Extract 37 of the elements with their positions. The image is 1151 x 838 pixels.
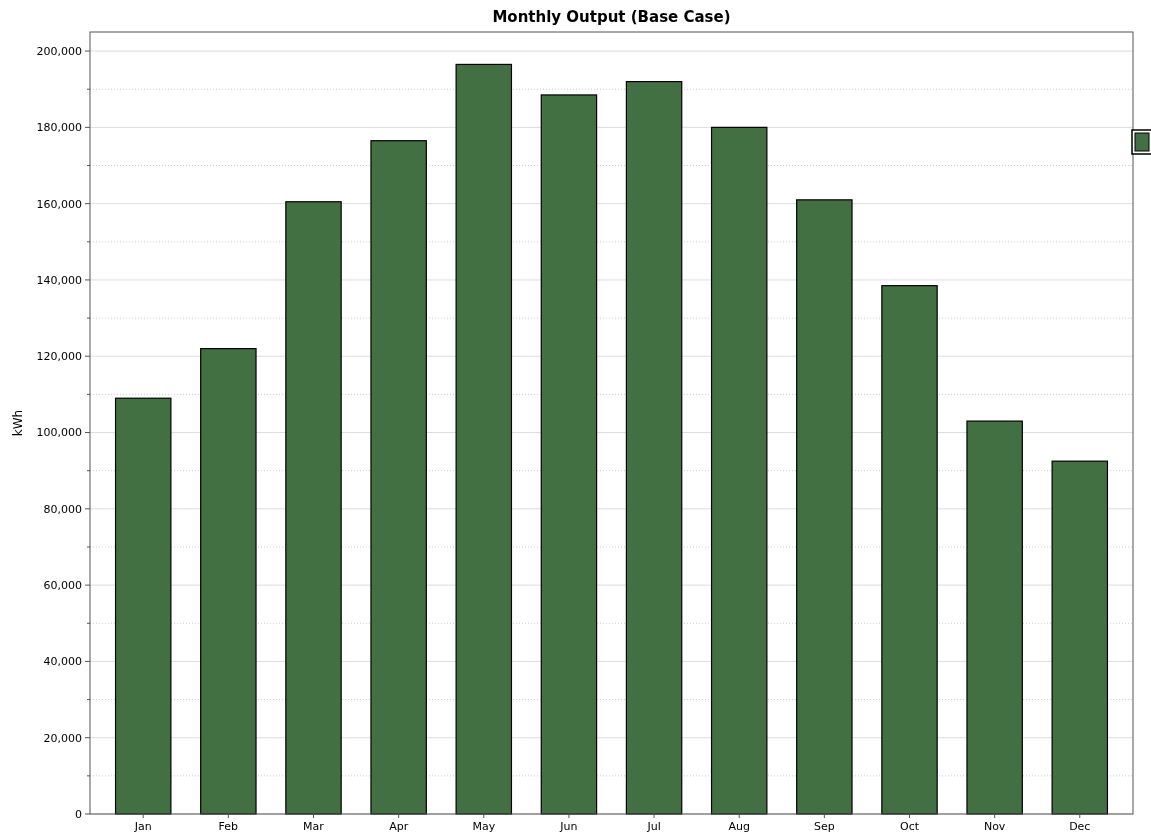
- bar: [881, 285, 938, 815]
- y-tick-label: 140,000: [36, 273, 82, 287]
- bar: [285, 201, 342, 815]
- y-tick-label: 120,000: [36, 350, 82, 364]
- bar: [966, 420, 1023, 815]
- bar: [455, 63, 513, 815]
- bar: [114, 397, 172, 815]
- bar: [796, 199, 853, 815]
- x-tick-label: Jul: [646, 820, 661, 833]
- x-tick-label: May: [472, 820, 496, 833]
- y-tick-label: 100,000: [36, 426, 82, 440]
- y-tick-label: 180,000: [36, 121, 82, 135]
- bar: [1051, 460, 1109, 815]
- y-tick-label: 20,000: [43, 731, 82, 745]
- bar: [370, 140, 427, 815]
- y-tick-label: 160,000: [36, 197, 82, 211]
- y-tick-label: 200,000: [36, 44, 82, 58]
- y-axis-title: kWh: [11, 409, 25, 437]
- x-tick-label: Nov: [983, 820, 1006, 833]
- y-tick-label: 0: [75, 807, 82, 821]
- bar: [540, 94, 598, 815]
- y-tick-label: 80,000: [43, 502, 82, 516]
- x-tick-label: Apr: [389, 820, 409, 833]
- bar: [200, 348, 257, 815]
- bar: [710, 126, 768, 815]
- x-tick-label: Jun: [559, 820, 578, 833]
- x-tick-label: Dec: [1069, 820, 1091, 833]
- x-tick-label: Sep: [813, 820, 835, 833]
- chart-title: Monthly Output (Base Case): [492, 8, 731, 26]
- y-tick-label: 40,000: [43, 655, 82, 669]
- x-tick-label: Oct: [899, 820, 920, 833]
- x-tick-label: Mar: [303, 820, 325, 833]
- x-tick-label: Aug: [728, 820, 750, 833]
- x-tick-label: Jan: [133, 820, 152, 833]
- x-tick-label: Feb: [218, 820, 239, 833]
- y-tick-label: 60,000: [43, 578, 82, 592]
- bar: [625, 80, 683, 815]
